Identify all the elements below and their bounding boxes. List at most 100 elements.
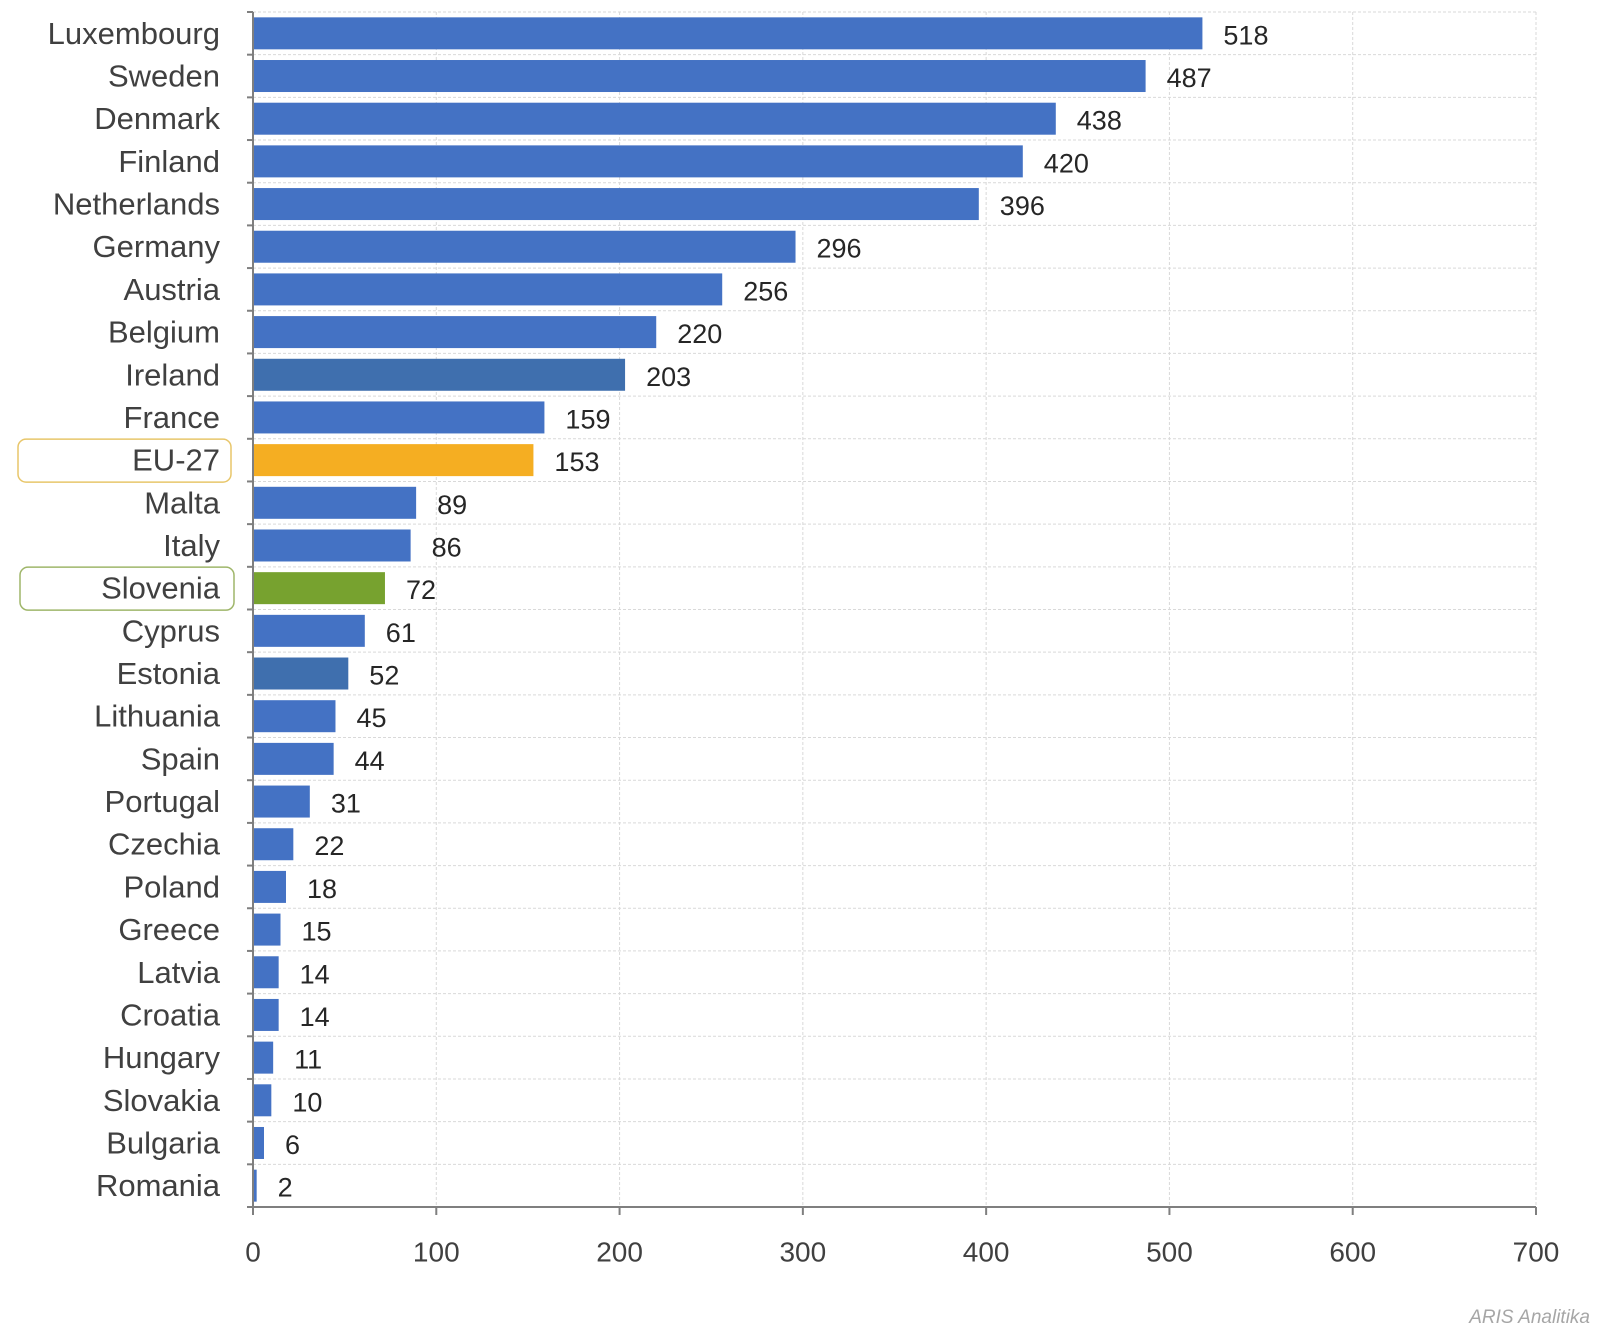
category-label-croatia: Croatia	[120, 997, 221, 1032]
category-label-austria: Austria	[124, 272, 221, 307]
bar-belgium	[253, 316, 657, 349]
bar-hungary	[253, 1041, 274, 1074]
x-tick-label-700: 700	[1513, 1237, 1560, 1268]
value-label-denmark: 438	[1077, 106, 1122, 136]
value-label-portugal: 31	[331, 789, 361, 819]
axes	[247, 11, 1537, 1215]
value-label-finland: 420	[1044, 148, 1089, 178]
value-label-netherlands: 396	[1000, 191, 1045, 221]
category-label-malta: Malta	[144, 485, 221, 520]
value-label-greece: 15	[301, 917, 331, 947]
x-tick-label-300: 300	[779, 1237, 826, 1268]
category-label-slovakia: Slovakia	[103, 1083, 221, 1118]
bar-germany	[253, 230, 796, 263]
category-label-poland: Poland	[123, 869, 220, 904]
category-label-bulgaria: Bulgaria	[106, 1125, 220, 1160]
category-label-romania: Romania	[96, 1168, 221, 1203]
bar-czechia	[253, 828, 294, 861]
bar-sweden	[253, 60, 1146, 93]
category-label-estonia: Estonia	[117, 656, 221, 691]
category-label-sweden: Sweden	[108, 59, 220, 94]
value-label-ireland: 203	[646, 362, 691, 392]
bars	[253, 17, 1203, 1202]
category-label-latvia: Latvia	[137, 955, 220, 990]
value-label-hungary: 11	[294, 1045, 322, 1075]
value-label-france: 159	[565, 404, 610, 434]
category-label-germany: Germany	[93, 229, 221, 264]
value-label-bulgaria: 6	[285, 1130, 300, 1160]
bar-romania	[253, 1169, 257, 1202]
highlight-boxes	[17, 438, 235, 611]
category-label-netherlands: Netherlands	[53, 187, 220, 222]
value-label-croatia: 14	[300, 1002, 330, 1032]
value-label-slovakia: 10	[292, 1087, 322, 1117]
category-label-finland: Finland	[118, 144, 220, 179]
value-label-czechia: 22	[314, 831, 344, 861]
value-label-sweden: 487	[1167, 63, 1212, 93]
bar-lithuania	[253, 700, 336, 733]
value-label-malta: 89	[437, 490, 467, 520]
bar-finland	[253, 145, 1023, 178]
bar-luxembourg	[253, 17, 1203, 50]
category-label-greece: Greece	[118, 912, 220, 947]
bar-denmark	[253, 102, 1056, 135]
bar-slovenia	[253, 572, 385, 605]
bar-cyprus	[253, 614, 365, 647]
value-labels: 518 487 438 420 396 296 256 220 203 159 153 89 86 72 6…	[278, 20, 1269, 1202]
gridlines	[253, 11, 1537, 1208]
x-tick-label-200: 200	[596, 1237, 643, 1268]
bar-malta	[253, 486, 417, 519]
category-label-belgium: Belgium	[108, 315, 220, 350]
category-label-portugal: Portugal	[105, 784, 220, 819]
bar-poland	[253, 870, 286, 903]
bar-netherlands	[253, 188, 979, 221]
bar-latvia	[253, 956, 279, 989]
bar-portugal	[253, 785, 310, 818]
value-label-eu-27: 153	[554, 447, 599, 477]
x-tick-label-0: 0	[245, 1237, 261, 1268]
category-label-ireland: Ireland	[125, 357, 220, 392]
value-label-estonia: 52	[369, 661, 399, 691]
bar-slovakia	[253, 1084, 272, 1117]
category-label-lithuania: Lithuania	[94, 699, 221, 734]
value-label-lithuania: 45	[356, 703, 386, 733]
category-label-eu-27: EU-27	[132, 443, 220, 478]
value-label-romania: 2	[278, 1173, 293, 1203]
highlight-box-slovenia	[19, 566, 235, 611]
category-label-hungary: Hungary	[103, 1040, 221, 1075]
category-label-slovenia: Slovenia	[101, 571, 221, 606]
value-label-germany: 296	[817, 234, 862, 264]
bar-eu-27	[253, 444, 534, 477]
category-label-luxembourg: Luxembourg	[48, 16, 220, 51]
highlight-box-eu-27	[17, 438, 232, 483]
value-label-spain: 44	[355, 746, 385, 776]
value-label-austria: 256	[743, 276, 788, 306]
bar-bulgaria	[253, 1126, 264, 1159]
value-label-italy: 86	[432, 532, 462, 562]
value-label-poland: 18	[307, 874, 337, 904]
value-label-latvia: 14	[300, 959, 330, 989]
value-label-belgium: 220	[677, 319, 722, 349]
bar-italy	[253, 529, 411, 562]
value-label-cyprus: 61	[386, 618, 416, 648]
bar-france	[253, 401, 545, 434]
category-label-cyprus: Cyprus	[122, 613, 220, 648]
source-credit: ARIS Analitika	[1469, 1307, 1590, 1328]
value-label-luxembourg: 518	[1223, 20, 1268, 50]
x-tick-label-100: 100	[413, 1237, 460, 1268]
bar-croatia	[253, 998, 279, 1031]
bar-estonia	[253, 657, 349, 690]
x-tick-label-500: 500	[1146, 1237, 1193, 1268]
bar-austria	[253, 273, 723, 306]
bar-greece	[253, 913, 281, 946]
value-label-slovenia: 72	[406, 575, 436, 605]
category-labels: Luxembourg Sweden Denmark Finland Netherland…	[48, 16, 221, 1203]
bar-ireland	[253, 358, 626, 391]
x-tick-label-400: 400	[963, 1237, 1010, 1268]
x-tick-labels: 0 100 200 300 400 500 600 700	[245, 1237, 1559, 1268]
category-label-italy: Italy	[163, 528, 220, 563]
category-label-czechia: Czechia	[108, 827, 221, 862]
category-label-france: France	[124, 400, 220, 435]
x-tick-label-600: 600	[1329, 1237, 1376, 1268]
